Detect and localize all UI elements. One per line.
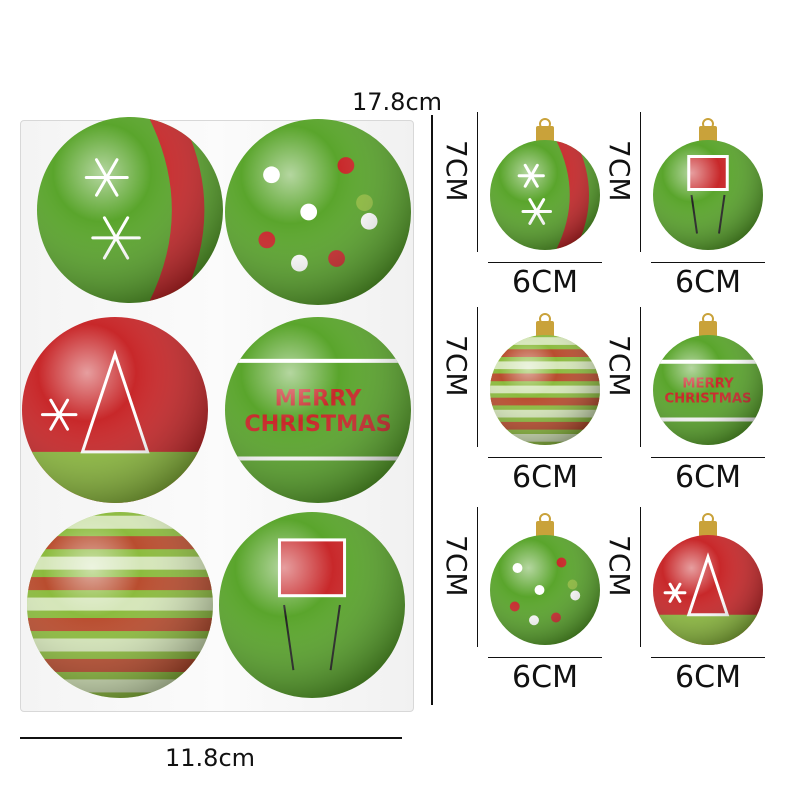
gold-cap [699,521,717,538]
boxed-ornament [219,512,405,698]
ornament-height-line [477,307,478,447]
ornament-height-label: 7CM [440,335,473,397]
gold-cap [699,126,717,143]
ornament-width-label: 6CM [512,660,578,695]
ornament-height-line [640,307,641,447]
ornament-width-label: 6CM [675,265,741,300]
gold-cap [536,126,554,143]
gold-cap [699,321,717,338]
ornament-width-line [651,262,765,263]
ornament [653,118,763,250]
ornament-height-line [640,112,641,252]
boxed-ornament [22,317,208,503]
ornament-width-line [651,657,765,658]
ornament-height-label: 7CM [440,140,473,202]
ornament-height-label: 7CM [603,335,636,397]
gold-cap [536,521,554,538]
ornament-width-label: 6CM [675,660,741,695]
ornament-width-label: 6CM [512,460,578,495]
package-height-label: 17.8cm [352,88,443,116]
ornament-width-line [488,457,602,458]
ornament-width-line [488,657,602,658]
boxed-ornament [37,117,223,303]
package-width-line [20,737,402,739]
ornament [653,513,763,645]
ornament [490,513,600,645]
ornament [490,118,600,250]
ornament-width-label: 6CM [675,460,741,495]
ornament-height-line [477,112,478,252]
ornament-height-line [477,507,478,647]
ornament-height-label: 7CM [440,535,473,597]
boxed-ornament [225,119,411,305]
package-height-line [431,115,433,705]
ornament-height-label: 7CM [603,140,636,202]
ornament [490,313,600,445]
boxed-ornament: MERRYCHRISTMAS [225,317,411,503]
ornament-height-label: 7CM [603,535,636,597]
ornament-width-line [488,262,602,263]
ornament-width-line [651,457,765,458]
package-width-label: 11.8cm [165,744,256,772]
gold-cap [536,321,554,338]
ornament-width-label: 6CM [512,265,578,300]
ornament-height-line [640,507,641,647]
ornament: MERRYCHRISTMAS [653,313,763,445]
boxed-ornament [27,512,213,698]
